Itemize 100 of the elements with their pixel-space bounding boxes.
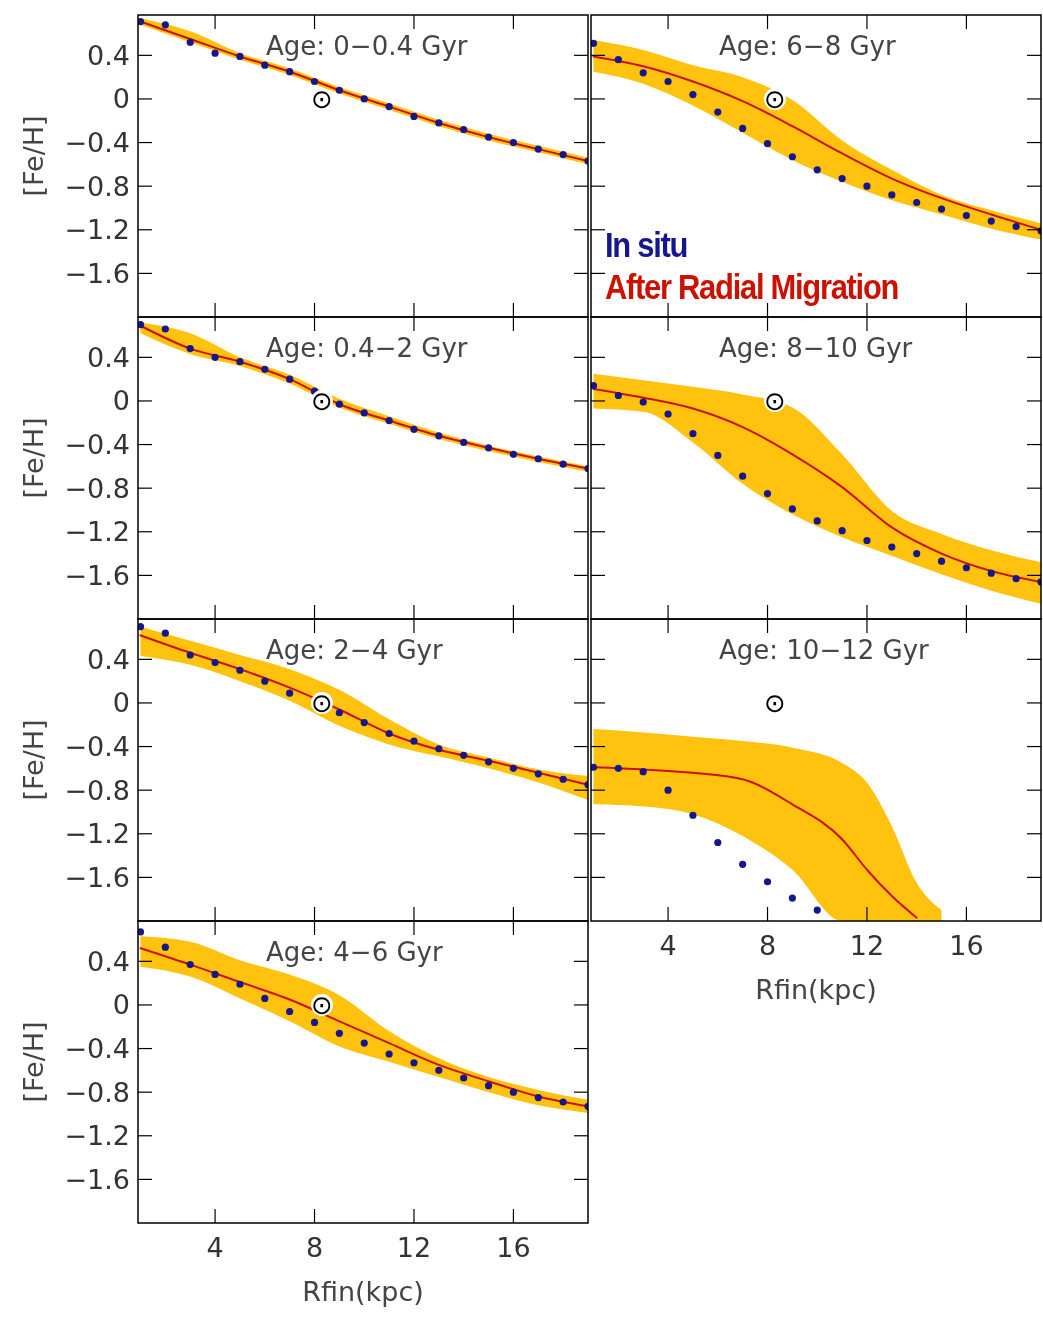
point <box>559 775 567 783</box>
point <box>261 61 269 69</box>
annotation: ⊙ <box>311 386 333 417</box>
point <box>410 425 418 433</box>
y-tick-label: −0.8 <box>64 1076 130 1108</box>
y-axis-title: [Fe/H] <box>18 417 49 499</box>
point <box>211 659 219 667</box>
y-tick-label: 0 <box>112 989 130 1021</box>
point <box>261 677 269 685</box>
point <box>286 689 294 697</box>
point <box>261 994 269 1003</box>
point <box>138 623 145 631</box>
point <box>913 549 921 558</box>
y-tick-label: −1.6 <box>64 1163 130 1195</box>
text: Age: 4−6 Gyr <box>266 937 443 967</box>
y-tick-label: −0.4 <box>64 1033 130 1065</box>
point <box>236 980 244 988</box>
annotation: ⊙ <box>764 386 786 417</box>
point <box>714 451 722 460</box>
point <box>962 212 971 220</box>
x-tick-label: 12 <box>396 1232 432 1263</box>
point <box>484 133 493 141</box>
y-tick-label: 0 <box>112 385 130 417</box>
point <box>739 472 747 480</box>
point <box>591 382 598 390</box>
point <box>763 140 772 148</box>
x-tick-label: 16 <box>496 1232 531 1263</box>
point <box>913 198 921 207</box>
point <box>591 763 598 771</box>
text: Age: 0−0.4 Gyr <box>266 31 468 61</box>
point <box>161 325 169 333</box>
point <box>186 345 194 353</box>
point <box>534 1094 542 1102</box>
y-tick-label: −0.8 <box>64 774 130 806</box>
point <box>484 444 493 452</box>
point <box>962 564 971 572</box>
point <box>763 490 772 498</box>
point <box>863 182 871 190</box>
y-tick-label: −0.8 <box>64 472 130 504</box>
annotation: ⊙ <box>764 84 786 115</box>
text: After Radial Migration <box>605 266 899 307</box>
point <box>509 764 518 772</box>
point <box>138 928 145 936</box>
point <box>186 961 194 969</box>
point <box>335 400 343 408</box>
point <box>435 1066 443 1074</box>
y-tick-label: −0.8 <box>64 170 130 202</box>
x-tick-label: 16 <box>949 930 984 961</box>
x-tick-label: 4 <box>659 930 677 961</box>
point <box>614 764 622 772</box>
point <box>639 69 647 77</box>
point <box>410 737 418 745</box>
annotation: ⊙ <box>311 84 333 115</box>
point <box>639 768 647 776</box>
point <box>534 770 542 778</box>
x-tick-label: 8 <box>758 930 777 961</box>
x-tick-label: 8 <box>305 1232 324 1263</box>
point <box>888 543 896 551</box>
point <box>460 1074 468 1082</box>
point <box>813 517 821 525</box>
point <box>813 166 821 174</box>
y-tick-label: −1.2 <box>64 214 130 246</box>
point <box>559 150 567 159</box>
point <box>484 1082 493 1090</box>
point <box>261 365 269 373</box>
point <box>937 205 946 213</box>
point <box>211 49 219 57</box>
y-tick-label: −1.6 <box>64 257 130 289</box>
point <box>788 505 796 513</box>
y-tick-label: 0.4 <box>87 341 130 373</box>
point <box>509 450 518 458</box>
point <box>410 112 418 120</box>
y-tick-label: −1.6 <box>64 861 130 893</box>
y-tick-label: 0 <box>112 687 130 719</box>
point <box>788 894 796 902</box>
point <box>987 569 995 577</box>
point <box>937 557 946 565</box>
point <box>360 1039 368 1047</box>
point <box>1012 575 1020 583</box>
point <box>863 536 871 545</box>
point <box>509 1088 518 1096</box>
annotation: ⊙ <box>311 990 333 1021</box>
point <box>161 21 169 29</box>
point <box>534 145 542 153</box>
point <box>639 398 647 406</box>
y-tick-label: −1.2 <box>64 818 130 850</box>
point <box>360 95 368 103</box>
point <box>689 430 697 438</box>
point <box>435 745 443 753</box>
y-tick-label: −0.4 <box>64 429 130 461</box>
y-tick-label: 0.4 <box>87 39 130 71</box>
text: In situ <box>605 224 688 265</box>
point <box>236 52 244 61</box>
text: Age: 10−12 Gyr <box>719 635 930 665</box>
point <box>186 651 194 659</box>
point <box>509 138 518 147</box>
y-axis-title: [Fe/H] <box>18 719 49 801</box>
point <box>664 786 672 794</box>
point <box>186 38 194 46</box>
point <box>838 527 846 535</box>
